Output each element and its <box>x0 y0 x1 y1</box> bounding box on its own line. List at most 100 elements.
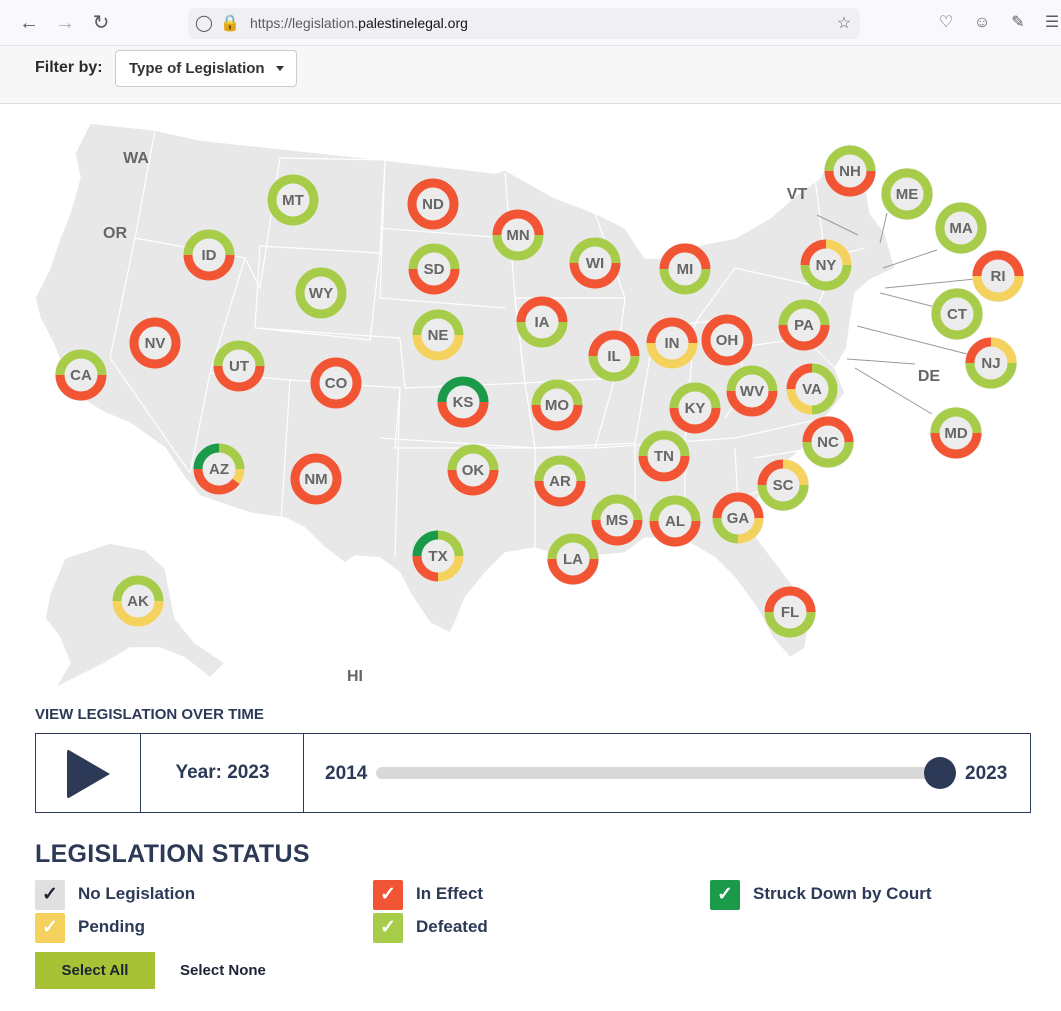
play-button[interactable] <box>36 734 141 812</box>
state-donut-nc[interactable]: NC <box>802 416 854 468</box>
state-donut-ri[interactable]: RI <box>972 250 1024 302</box>
checkbox-struck-down[interactable]: ✓ <box>710 880 740 910</box>
state-donut-in[interactable]: IN <box>646 317 698 369</box>
state-code-label: SD <box>424 261 445 278</box>
state-donut-ar[interactable]: AR <box>534 455 586 507</box>
back-arrow-icon[interactable]: ← <box>19 12 39 34</box>
state-donut-nd[interactable]: ND <box>407 178 459 230</box>
state-donut-id[interactable]: ID <box>183 229 235 281</box>
donut-segment-in-effect <box>712 492 764 519</box>
donut-segment-in-effect <box>726 390 778 417</box>
state-donut-nm[interactable]: NM <box>290 453 342 505</box>
state-donut-ks[interactable]: KS <box>437 376 489 428</box>
state-donut-mt[interactable]: MT <box>267 174 319 226</box>
year-slider-track[interactable] <box>376 767 956 779</box>
state-donut-ut[interactable]: UT <box>213 340 265 392</box>
state-donut-ia[interactable]: IA <box>516 296 568 348</box>
donut-segment-in-effect <box>569 262 621 289</box>
shield-icon[interactable]: ◯ <box>195 15 213 32</box>
state-donut-me[interactable]: ME <box>881 168 933 220</box>
checkbox-pending[interactable]: ✓ <box>35 913 65 943</box>
state-donut-ne[interactable]: NE <box>412 309 464 361</box>
state-donut-ok[interactable]: OK <box>447 444 499 496</box>
state-donut-mo[interactable]: MO <box>531 379 583 431</box>
donut-segment-defeated <box>659 268 711 295</box>
checkbox-no-legislation[interactable]: ✓ <box>35 880 65 910</box>
year-slider-handle[interactable] <box>924 757 956 789</box>
state-donut-nv[interactable]: NV <box>129 317 181 369</box>
state-donut-wy[interactable]: WY <box>295 267 347 319</box>
leader-line <box>856 325 968 355</box>
state-donut-md[interactable]: MD <box>930 407 982 459</box>
donut-segment-in-effect <box>669 407 721 434</box>
account-icon[interactable]: ☺ <box>973 14 991 31</box>
state-donut-tn[interactable]: TN <box>638 430 690 482</box>
address-bar[interactable]: ◯ 🔒 https://legislation.palestinelegal.o… <box>188 8 860 39</box>
donut-segment-pending <box>437 555 464 582</box>
state-donut-tx[interactable]: TX <box>412 530 464 582</box>
state-donut-mn[interactable]: MN <box>492 209 544 261</box>
state-code-label: MI <box>677 261 694 278</box>
state-donut-oh[interactable]: OH <box>701 314 753 366</box>
donut-segment-in-effect <box>183 254 235 281</box>
select-none-button[interactable]: Select None <box>180 962 266 979</box>
state-donut-ny[interactable]: NY <box>800 239 852 291</box>
pocket-icon[interactable]: ♡ <box>938 14 954 31</box>
checkbox-defeated[interactable]: ✓ <box>373 913 403 943</box>
state-donut-ct[interactable]: CT <box>931 288 983 340</box>
checkbox-in-effect[interactable]: ✓ <box>373 880 403 910</box>
state-code-label: ME <box>896 186 919 203</box>
lock-icon[interactable]: 🔒 <box>220 15 240 32</box>
donut-segment-in-effect <box>591 519 643 546</box>
leader-line <box>882 249 938 269</box>
url-text[interactable]: https://legislation.palestinelegal.org <box>250 15 468 31</box>
reload-icon[interactable]: ↻ <box>92 12 110 34</box>
state-donut-az[interactable]: AZ <box>193 443 245 495</box>
state-donut-sd[interactable]: SD <box>408 243 460 295</box>
donut-segment-defeated <box>757 484 809 511</box>
select-all-button[interactable]: Select All <box>35 952 155 989</box>
state-code-label: PA <box>794 317 814 334</box>
state-donut-al[interactable]: AL <box>649 495 701 547</box>
donut-segment-in-effect <box>764 586 816 613</box>
forward-arrow-icon[interactable]: → <box>55 12 75 34</box>
donut-segment-in-effect <box>531 404 583 431</box>
state-donut-ky[interactable]: KY <box>669 382 721 434</box>
state-donut-sc[interactable]: SC <box>757 459 809 511</box>
state-donut-ma[interactable]: MA <box>935 202 987 254</box>
state-donut-ca[interactable]: CA <box>55 349 107 401</box>
donut-segment-in-effect <box>824 170 876 197</box>
donut-segment-defeated <box>778 299 830 326</box>
bookmark-star-icon[interactable]: ☆ <box>836 15 852 32</box>
menu-icon[interactable]: ☰ <box>1044 14 1060 31</box>
state-donut-mi[interactable]: MI <box>659 243 711 295</box>
state-code-label: RI <box>991 268 1006 285</box>
state-donut-pa[interactable]: PA <box>778 299 830 351</box>
donut-segment-pending <box>786 388 813 415</box>
over-time-heading: VIEW LEGISLATION OVER TIME <box>35 706 264 723</box>
state-donut-co[interactable]: CO <box>310 357 362 409</box>
year-label: Year: 2023 <box>175 762 270 783</box>
state-donut-nj[interactable]: NJ <box>965 337 1017 389</box>
donut-segment-pending <box>990 337 1017 364</box>
state-donut-ak[interactable]: AK <box>112 575 164 627</box>
state-donut-wv[interactable]: WV <box>726 365 778 417</box>
leader-lines <box>816 212 976 415</box>
extensions-icon[interactable]: ✎ <box>1011 14 1025 31</box>
donut-segment-in-effect <box>802 416 854 443</box>
state-donut-va[interactable]: VA <box>786 363 838 415</box>
state-donut-nh[interactable]: NH <box>824 145 876 197</box>
state-donut-il[interactable]: IL <box>588 330 640 382</box>
donut-segment-in-effect <box>800 239 827 266</box>
donut-segment-in-effect <box>447 469 499 496</box>
state-code-label: NC <box>817 434 839 451</box>
state-donut-wi[interactable]: WI <box>569 237 621 289</box>
legend-label: In Effect <box>416 884 484 903</box>
browser-toolbar: ← → ↻ ◯ 🔒 https://legislation.palestinel… <box>0 0 1061 46</box>
state-donut-ms[interactable]: MS <box>591 494 643 546</box>
state-donut-fl[interactable]: FL <box>764 586 816 638</box>
state-donut-ga[interactable]: GA <box>712 492 764 544</box>
state-code-label: WI <box>586 255 604 272</box>
legislation-type-dropdown[interactable]: Type of Legislation <box>115 50 297 87</box>
state-donut-la[interactable]: LA <box>547 533 599 585</box>
